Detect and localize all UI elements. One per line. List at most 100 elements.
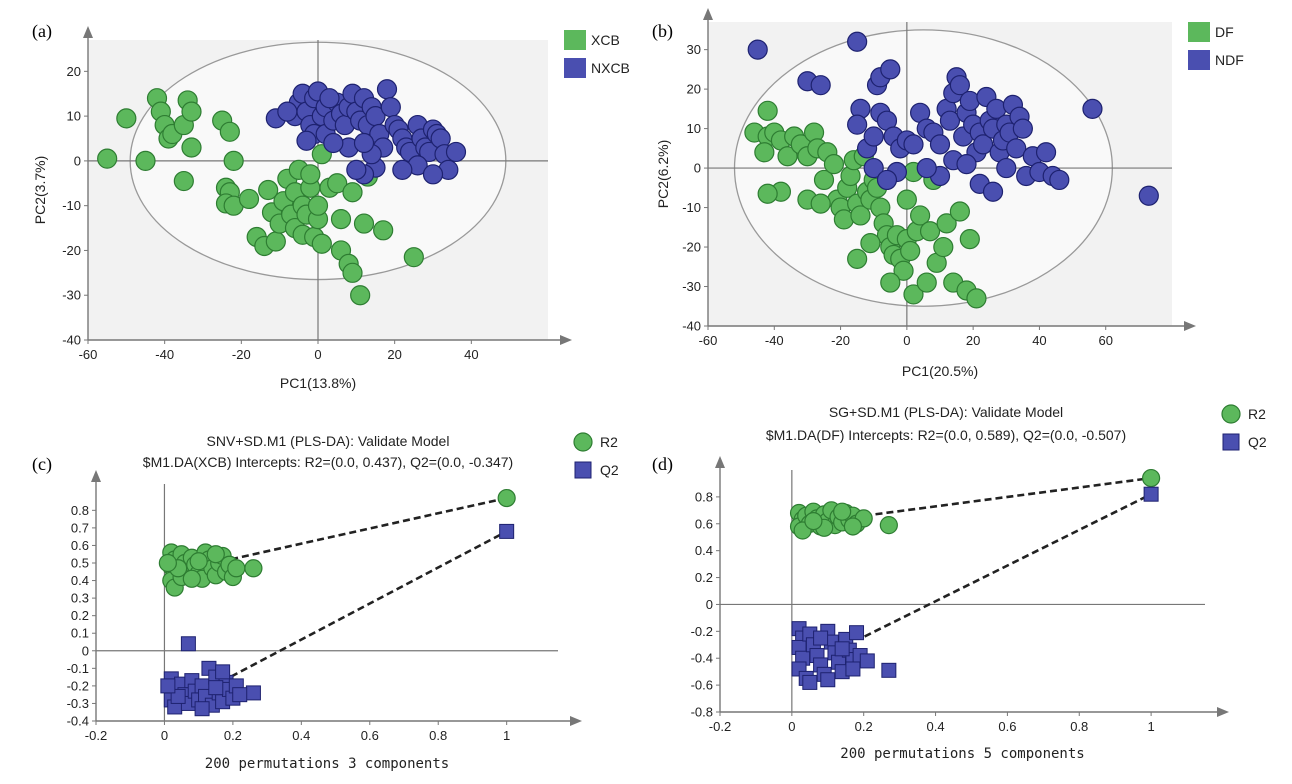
x-tick-label: 0.6 bbox=[998, 719, 1016, 734]
x-axis-arrow bbox=[1217, 707, 1229, 717]
data-point-ndf bbox=[939, 110, 961, 131]
data-point-q2 bbox=[849, 625, 865, 641]
data-point-xcb bbox=[181, 101, 202, 122]
data-point-xcb bbox=[258, 179, 279, 201]
data-point-ndf bbox=[956, 154, 977, 175]
data-point-df bbox=[959, 229, 980, 250]
y-tick-label: 30 bbox=[687, 42, 701, 57]
chart-title: SNV+SD.M1 (PLS-DA): Validate Model bbox=[207, 433, 450, 449]
panel-label: (c) bbox=[32, 454, 52, 475]
data-point-q2 bbox=[194, 701, 210, 717]
data-point-xcb bbox=[342, 182, 363, 203]
y-tick-label: -20 bbox=[62, 243, 81, 258]
data-point-r2 bbox=[244, 559, 263, 578]
data-point-xcb bbox=[353, 213, 375, 234]
chart-subtitle: $M1.DA(DF) Intercepts: R2=(0.0, 0.589), … bbox=[766, 427, 1126, 443]
panel-2: (b)-60 -40 -20 0 20 40 60-40-30-20-100102030PC… bbox=[652, 8, 1244, 379]
legend-marker bbox=[564, 30, 586, 50]
data-point-df bbox=[777, 146, 798, 167]
y-tick-label: 20 bbox=[687, 82, 701, 97]
data-point-ndf bbox=[1012, 118, 1033, 139]
legend-marker bbox=[1188, 22, 1210, 42]
data-point-df bbox=[936, 213, 957, 234]
data-point-ndf bbox=[1049, 169, 1070, 191]
y-tick-label: 0.3 bbox=[71, 591, 89, 606]
x-axis-label: 200 permutations 5 components bbox=[840, 746, 1084, 762]
data-point-q2 bbox=[859, 653, 875, 669]
data-point-xcb bbox=[238, 188, 260, 210]
data-point-ndf bbox=[903, 134, 924, 155]
x-tick-label: -20 bbox=[831, 333, 850, 348]
y-tick-label: -0.4 bbox=[691, 651, 713, 666]
y-tick-label: 10 bbox=[687, 121, 701, 136]
x-tick-label: 0 bbox=[903, 333, 910, 348]
panel-3: (c) SNV+SD.M1 (PLS-DA): Validate Model $M1… bbox=[32, 432, 619, 772]
data-point-r2 bbox=[206, 545, 225, 564]
data-point-nxcb bbox=[353, 132, 375, 154]
data-point-df bbox=[823, 154, 845, 175]
data-point-ndf bbox=[1035, 142, 1057, 163]
y-tick-label: 0.7 bbox=[71, 520, 89, 535]
x-tick-label: 1 bbox=[503, 728, 510, 743]
x-tick-label: -0.2 bbox=[709, 719, 731, 734]
data-point-df bbox=[933, 236, 954, 258]
x-axis-arrow bbox=[570, 716, 582, 726]
x-tick-label: 0 bbox=[788, 719, 795, 734]
data-point-ndf bbox=[1138, 185, 1159, 206]
data-point-ndf bbox=[959, 90, 980, 112]
x-tick-label: 20 bbox=[966, 333, 980, 348]
data-point-nxcb bbox=[445, 141, 467, 163]
data-point-ndf bbox=[982, 181, 1004, 202]
panel-label: (b) bbox=[652, 21, 673, 42]
data-point-q2 bbox=[881, 662, 897, 678]
data-point-nxcb bbox=[422, 164, 444, 185]
x-tick-label: 0 bbox=[161, 728, 168, 743]
data-point-ndf bbox=[810, 75, 831, 96]
data-point-df bbox=[916, 272, 937, 293]
x-tick-label: 0.4 bbox=[292, 728, 310, 743]
legend-marker bbox=[1222, 433, 1240, 451]
x-tick-label: 40 bbox=[464, 347, 478, 362]
data-point-ndf bbox=[876, 169, 898, 191]
x-tick-label: -60 bbox=[699, 333, 718, 348]
x-tick-label: 0.2 bbox=[855, 719, 873, 734]
data-point-xcb bbox=[135, 150, 156, 171]
data-point-ndf bbox=[880, 59, 901, 80]
y-tick-label: 0 bbox=[74, 153, 81, 168]
data-point-df bbox=[850, 205, 871, 226]
data-point-q2 bbox=[180, 636, 196, 652]
data-point-r2 bbox=[804, 511, 823, 531]
data-point-r2 bbox=[843, 517, 863, 536]
y-tick-label: 10 bbox=[67, 109, 81, 124]
x-tick-label: 0.2 bbox=[224, 728, 242, 743]
y-tick-label: -30 bbox=[682, 279, 701, 294]
y-tick-label: -0.6 bbox=[691, 678, 713, 693]
data-point-ndf bbox=[996, 157, 1017, 179]
data-point-df bbox=[896, 189, 917, 210]
y-tick-label: -0.3 bbox=[67, 696, 89, 711]
legend-marker bbox=[564, 58, 586, 78]
legend-marker bbox=[573, 432, 593, 452]
chart-subtitle: $M1.DA(XCB) Intercepts: R2=(0.0, 0.437),… bbox=[143, 454, 513, 470]
data-point-df bbox=[903, 284, 924, 305]
y-tick-label: 0.6 bbox=[71, 538, 89, 553]
data-point-nxcb bbox=[376, 79, 398, 100]
y-tick-label: -10 bbox=[62, 198, 81, 213]
legend-label: XCB bbox=[591, 32, 620, 48]
data-point-xcb bbox=[300, 164, 321, 185]
data-point-nxcb bbox=[277, 101, 298, 122]
data-point-xcb bbox=[350, 285, 371, 306]
x-tick-label: 1 bbox=[1147, 719, 1154, 734]
data-point-df bbox=[860, 232, 881, 254]
data-point-df bbox=[893, 260, 914, 281]
x-tick-label: 20 bbox=[387, 347, 401, 362]
panel-1: (a)-60 -40 -20 0 20 40-40-30-20-1001020PC1(13… bbox=[32, 21, 630, 391]
data-point-q2 bbox=[834, 641, 850, 657]
legend-label: DF bbox=[1215, 24, 1234, 40]
y-tick-label: -40 bbox=[62, 333, 81, 348]
regression-line-q2 bbox=[230, 530, 508, 678]
y-axis-arrow bbox=[91, 470, 101, 482]
data-point-q2 bbox=[499, 523, 515, 539]
data-point-ndf bbox=[847, 114, 868, 135]
